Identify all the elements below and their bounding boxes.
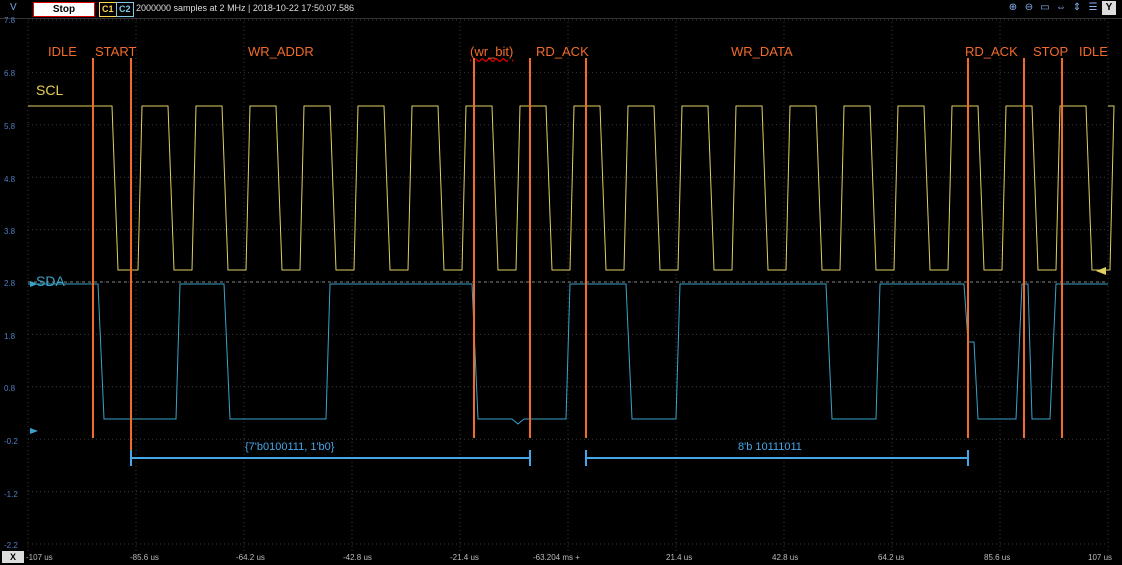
x-tick: -64.2 us bbox=[236, 553, 265, 562]
x-tick: -107 us bbox=[26, 553, 53, 562]
x-tick: 21.4 us bbox=[666, 553, 693, 562]
x-tick: 42.8 us bbox=[772, 553, 799, 562]
y-tick: 7.8 bbox=[4, 16, 16, 25]
annotation-idle-right: IDLE bbox=[1079, 44, 1108, 59]
x-tick: -42.8 us bbox=[343, 553, 372, 562]
annotation-start: START bbox=[95, 44, 137, 59]
bus-label-addr: {7'b0100111, 1'b0} bbox=[245, 441, 335, 453]
zoom-out-icon[interactable]: ⊖ bbox=[1024, 2, 1034, 13]
annotation-rd-ack-1: RD_ACK bbox=[536, 44, 589, 59]
bus-label-data: 8'b 10111011 bbox=[738, 441, 802, 453]
scl-label: SCL bbox=[36, 82, 64, 98]
y-tick: -2.2 bbox=[4, 541, 18, 550]
zoom-in-icon[interactable]: ⊕ bbox=[1008, 2, 1018, 13]
status-text: 2000000 samples at 2 MHz | 2018-10-22 17… bbox=[136, 3, 354, 13]
sda-label: SDA bbox=[36, 273, 65, 289]
sda-level-marker bbox=[30, 281, 38, 287]
annotation-idle-left: IDLE bbox=[48, 44, 77, 59]
y-tick: -1.2 bbox=[4, 490, 18, 499]
y-tick: 3.8 bbox=[4, 227, 16, 236]
y-tick: 5.8 bbox=[4, 122, 16, 131]
waveforms bbox=[28, 105, 1115, 425]
y-tick: 6.8 bbox=[4, 69, 16, 78]
y-tick: 2.8 bbox=[4, 279, 16, 288]
ground-marker bbox=[30, 428, 38, 434]
x-tick: -63.204 ms + bbox=[533, 553, 580, 562]
y-tick: 0.8 bbox=[4, 384, 16, 393]
x-tick: 85.6 us bbox=[984, 553, 1011, 562]
channel1-button[interactable]: C1 bbox=[99, 2, 117, 17]
annotation-wr-bit: (wr_bit) bbox=[470, 44, 514, 59]
channel2-button[interactable]: C2 bbox=[116, 2, 134, 17]
tool-group: ⊕ ⊖ ▭ ⇔ ⇕ ☰ Y bbox=[1006, 1, 1116, 15]
x-tick: -85.6 us bbox=[130, 553, 159, 562]
grid bbox=[27, 18, 1109, 551]
x-axis-button[interactable]: X bbox=[2, 551, 24, 563]
fit-icon[interactable]: ▭ bbox=[1040, 2, 1050, 13]
x-tick: -21.4 us bbox=[450, 553, 479, 562]
annotation-stop: STOP bbox=[1033, 44, 1069, 59]
y-unit-label: V bbox=[10, 2, 17, 13]
annotation-wr-data: WR_DATA bbox=[731, 44, 793, 59]
x-tick: 64.2 us bbox=[878, 553, 905, 562]
stop-button[interactable]: Stop bbox=[33, 2, 95, 17]
toolbar: V Stop C1 C2 2000000 samples at 2 MHz | … bbox=[0, 0, 1122, 19]
annotation-rd-ack-2: RD_ACK bbox=[965, 44, 1018, 59]
fit-v-icon[interactable]: ⇕ bbox=[1072, 2, 1082, 13]
more-icon[interactable]: ☰ bbox=[1088, 2, 1098, 13]
scl-trace bbox=[28, 105, 1115, 271]
y-tick: 1.8 bbox=[4, 332, 16, 341]
y-tick: -0.2 bbox=[4, 437, 18, 446]
y-axis-button[interactable]: Y bbox=[1102, 1, 1116, 15]
x-tick: 107 us bbox=[1088, 553, 1113, 562]
y-tick: 4.8 bbox=[4, 175, 16, 184]
marker-lines bbox=[30, 58, 1106, 466]
sda-trace bbox=[28, 283, 1108, 425]
annotation-wr-addr: WR_ADDR bbox=[248, 44, 314, 59]
waveform-plot[interactable] bbox=[0, 18, 1122, 551]
fit-h-icon[interactable]: ⇔ bbox=[1056, 2, 1066, 13]
trigger-marker bbox=[1096, 267, 1106, 275]
